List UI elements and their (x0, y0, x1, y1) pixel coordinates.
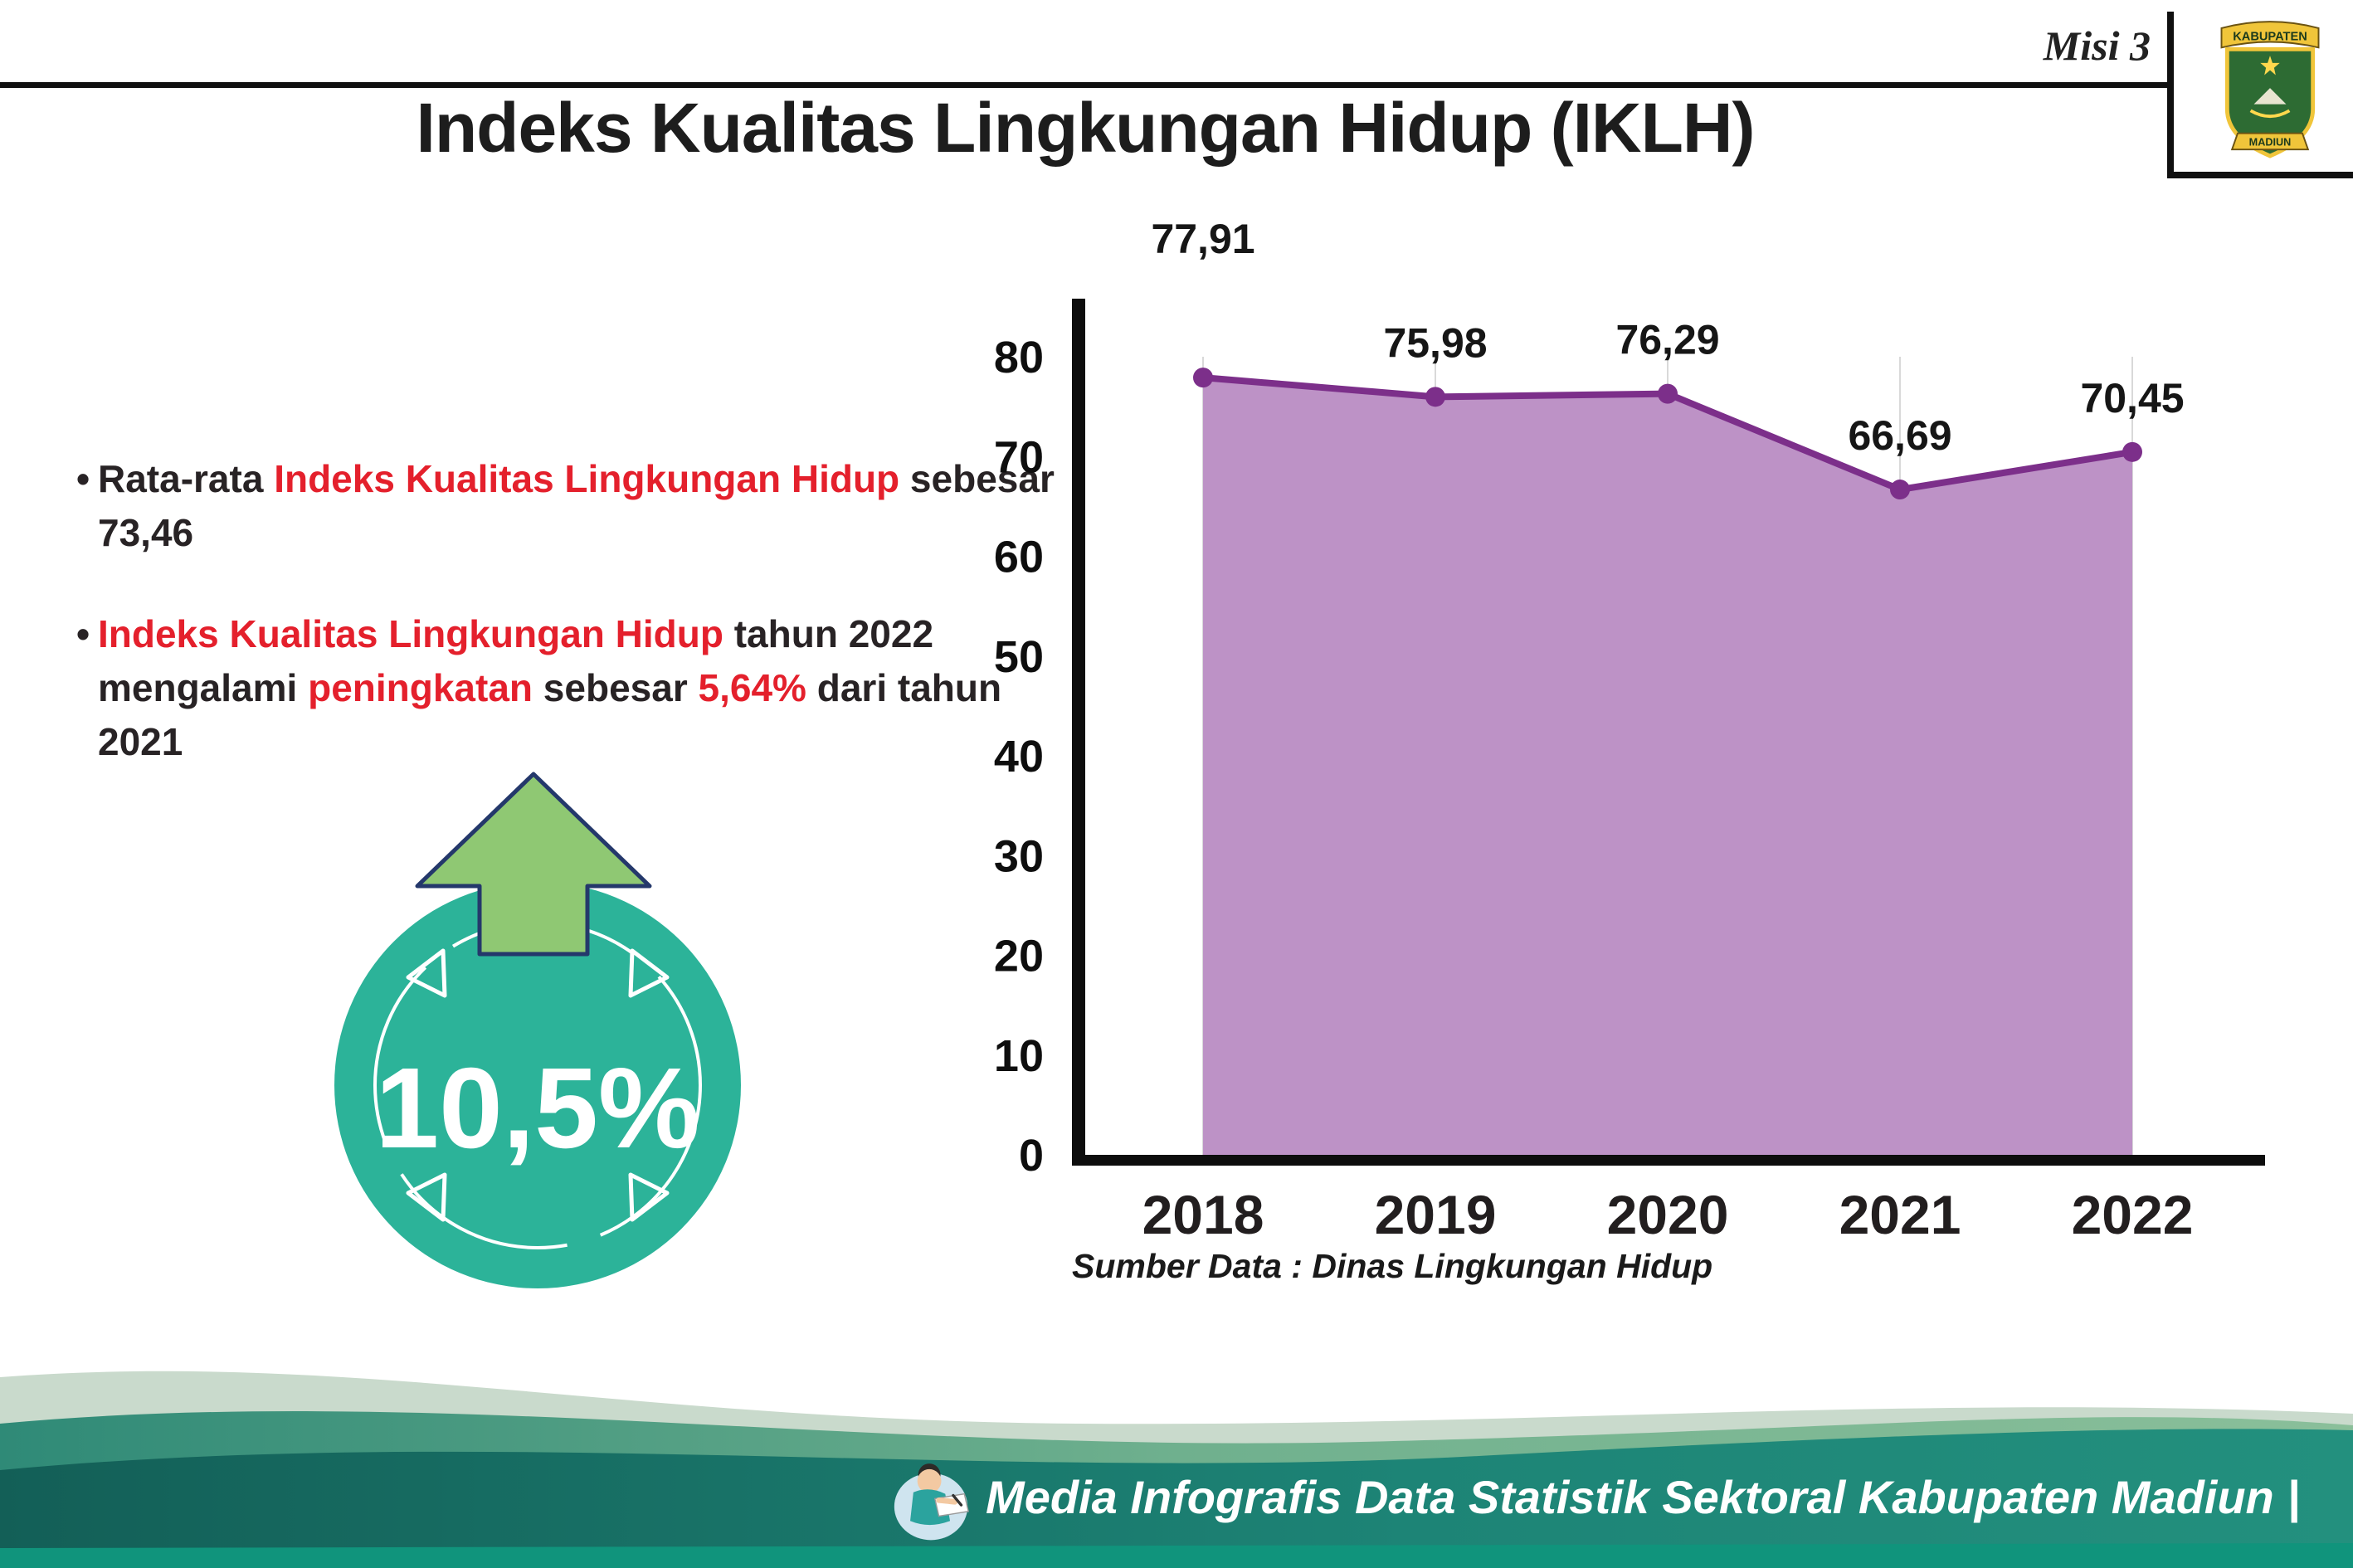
mascot-pen (952, 1493, 963, 1507)
text-segment: sebesar (533, 665, 699, 709)
badge-value: 10,5% (375, 1045, 699, 1172)
value-label: 76,29 (1615, 317, 1719, 363)
logo-banner-text: KABUPATEN (2233, 31, 2307, 44)
logo-frame-bottom (2167, 172, 2353, 178)
badge-circle (334, 882, 741, 1288)
bullet-marker: • (76, 611, 90, 655)
x-tick-label: 2021 (1839, 1184, 1961, 1245)
x-tick-label: 2022 (2072, 1184, 2194, 1245)
logo-ribbon (2230, 132, 2310, 151)
text-segment: Rata-rata (98, 457, 275, 500)
x-tick-label: 2019 (1375, 1184, 1497, 1245)
logo-grain (2249, 109, 2291, 119)
value-label: 75,98 (1383, 319, 1487, 366)
data-point (2122, 441, 2142, 462)
y-tick-label: 0 (1019, 1131, 1044, 1181)
mascot-arm (936, 1497, 958, 1505)
data-point (1658, 383, 1678, 404)
up-arrow-icon (415, 772, 652, 957)
highlight-iklh: Indeks Kualitas Lingkungan Hidup (98, 611, 723, 655)
highlight-percent: 5,64% (698, 665, 806, 709)
badge-tick-ne (628, 948, 670, 998)
misi-label: Misi 3 (2043, 22, 2151, 69)
source-note: Sumber Data : Dinas Lingkungan Hidup (1072, 1247, 1713, 1285)
increase-badge: 10,5% (334, 772, 741, 1288)
logo-mountain (2253, 88, 2287, 105)
y-tick-label: 20 (994, 932, 1044, 981)
mascot-face (917, 1468, 942, 1493)
y-tick-label: 80 (994, 333, 1044, 382)
badge-tick-nw (406, 948, 447, 998)
badge-tick-sw (406, 1172, 447, 1222)
value-label: 70,45 (2080, 375, 2184, 421)
credit-text: Media Infografis Data Statistik Sektoral… (986, 1470, 2300, 1523)
page-title: Indeks Kualitas Lingkungan Hidup (IKLH) (416, 89, 1755, 167)
header-rule (0, 82, 2167, 88)
badge-tick-se (628, 1172, 670, 1222)
data-point (1890, 480, 1910, 500)
footer-credit: Media Infografis Data Statistik Sektoral… (891, 1450, 2300, 1543)
y-tick-label: 10 (994, 1031, 1044, 1081)
bullet-increase: • Indeks Kualitas Lingkungan Hidup tahun … (76, 607, 1064, 770)
highlight-iklh: Indeks Kualitas Lingkungan Hidup (274, 457, 900, 500)
kabupaten-madiun-logo: KABUPATEN MADIUN (2220, 21, 2320, 158)
bullet-marker: • (76, 457, 90, 500)
wave-dark (0, 1429, 2353, 1568)
y-tick-label: 50 (994, 632, 1044, 682)
text-segment: sebesar 73,46 (98, 457, 1055, 555)
footer-waves (0, 1371, 2353, 1568)
data-point (1425, 387, 1445, 407)
value-label: 66,69 (1848, 412, 1951, 459)
mascot-icon (894, 1463, 970, 1541)
y-tick-label: 30 (994, 831, 1044, 881)
y-tick-label: 60 (994, 533, 1044, 582)
bullet-average: • Rata-rata Indeks Kualitas Lingkungan Hi… (76, 452, 1064, 561)
y-tick-label: 70 (994, 432, 1044, 482)
logo-banner (2220, 21, 2320, 49)
highlight-peningkatan: peningkatan (308, 665, 533, 709)
x-tick-label: 2020 (1607, 1184, 1729, 1245)
iklh-area-chart: 77,91 75,98 76,29 66,69 70,45 0 10 20 30 40 50 60 70… (994, 216, 2265, 1245)
x-axis (1072, 1155, 2265, 1166)
x-tick-label: 2018 (1142, 1184, 1264, 1245)
area-fill (1203, 377, 2132, 1155)
y-axis (1072, 299, 1085, 1166)
data-point (1193, 368, 1213, 388)
value-label: 77,91 (1151, 216, 1254, 262)
text-segment: tahun 2022 mengalami (98, 611, 934, 709)
text-segment: dari tahun 2021 (98, 665, 1002, 764)
logo-frame-left (2167, 12, 2174, 178)
y-tick-label: 40 (994, 732, 1044, 782)
key-points: • Rata-rata Indeks Kualitas Lingkungan Hi… (76, 452, 1064, 770)
logo-ribbon-text: MADIUN (2249, 136, 2292, 148)
wave-strip (0, 1543, 2353, 1568)
logo-star (2260, 56, 2280, 75)
